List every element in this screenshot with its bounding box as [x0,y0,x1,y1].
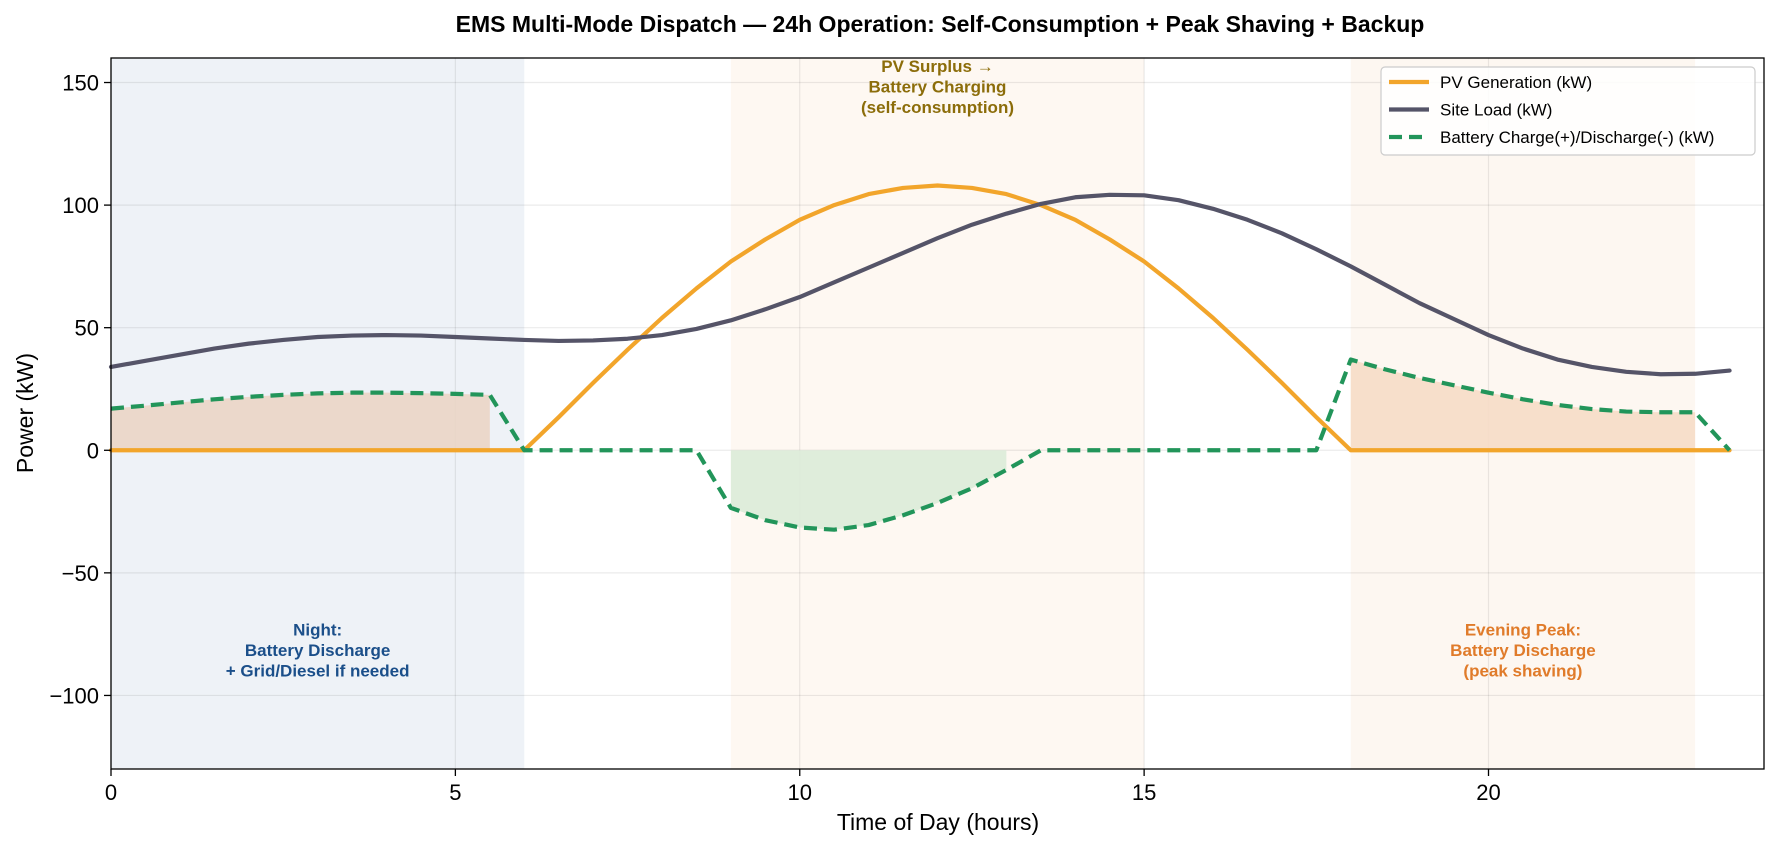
annotation-0-line-1: Battery Discharge [245,641,391,660]
chart-title: EMS Multi-Mode Dispatch — 24h Operation:… [456,11,1425,37]
legend-item-battery: Battery Charge(+)/Discharge(-) (kW) [1389,128,1714,147]
battery-line [110,357,1732,532]
battery-fill-area-2 [1350,359,1696,451]
annotation-2-line-0: Evening Peak: [1465,621,1581,640]
annotation-1-line-1: Battery Charging [869,77,1007,96]
y-tick-label-3: 0 [87,438,99,463]
annotation-1-line-2: (self-consumption) [861,98,1014,117]
annotation-2-line-1: Battery Discharge [1450,641,1596,660]
legend-box [1380,66,1756,156]
y-tick-label-4: −50 [62,561,99,586]
x-tick-label-0: 0 [105,780,117,805]
pv-generation-line [108,183,1732,453]
legend-label-1: Site Load (kW) [1440,101,1552,120]
site-load-line [108,192,1732,377]
legend-item-pv-generation: PV Generation (kW) [1389,73,1592,92]
legend-label-2: Battery Charge(+)/Discharge(-) (kW) [1440,128,1714,147]
x-axis-label: Time of Day (hours) [837,809,1039,835]
x-tick-label-2: 10 [788,780,812,805]
annotation-2-line-2: (peak shaving) [1463,662,1582,681]
annotation-0-line-0: Night: [293,621,342,640]
plot-frame [110,57,1765,770]
y-tick-label-0: 150 [62,71,99,96]
y-axis-label: Power (kW) [12,353,38,473]
axis-ticks: 0 5 10 15 20 150 100 50 0 −50 −100 [49,71,1500,805]
shaded-region-1 [730,58,1145,769]
x-tick-label-3: 15 [1132,780,1156,805]
battery-fill-areas [111,359,1696,530]
x-tick-label-4: 20 [1476,780,1500,805]
battery-fill-area-0 [111,392,490,451]
battery-fill-area-1 [730,450,1007,530]
y-tick-label-5: −100 [49,683,99,708]
annotation-2: Evening Peak: Battery Discharge (peak shav… [1450,621,1596,681]
legend-item-site-load: Site Load (kW) [1389,101,1552,120]
annotations: Night: Battery Discharge + Grid/Diesel if … [226,57,1596,681]
x-tick-label-1: 5 [449,780,461,805]
annotation-0-line-2: + Grid/Diesel if needed [226,662,410,681]
y-tick-label-2: 50 [75,316,99,341]
legend-label-0: PV Generation (kW) [1440,73,1592,92]
legend: PV Generation (kW) Site Load (kW) Battery … [1380,66,1756,156]
annotation-0: Night: Battery Discharge + Grid/Diesel if … [226,621,410,681]
annotation-1: PV Surplus → Battery Charging (self-consum… [861,57,1014,117]
annotation-1-line-0: PV Surplus → [881,57,993,76]
series-lines [108,183,1732,532]
y-tick-label-1: 100 [62,193,99,218]
